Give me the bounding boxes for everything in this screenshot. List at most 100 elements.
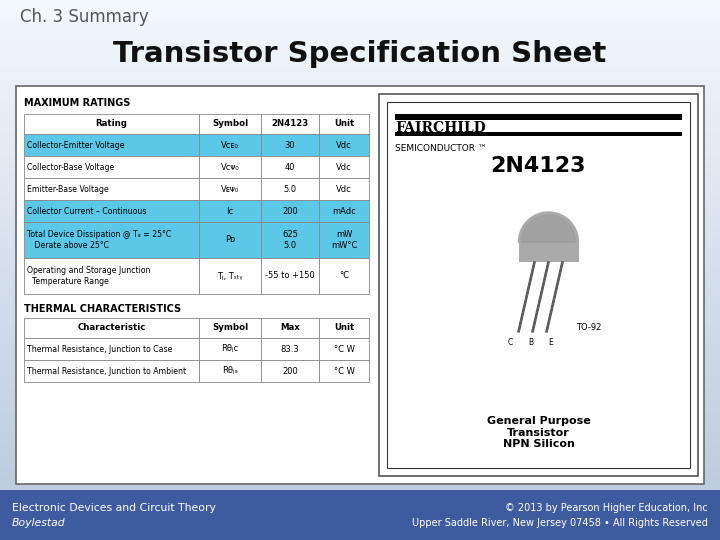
Bar [261,360,319,382]
Bar [0,518,720,521]
Bar [0,102,720,105]
Bar [0,134,720,138]
Bar [0,18,720,22]
Bar [24,114,199,134]
Bar [0,490,720,540]
Text: Thermal Resistance, Junction to Ambient: Thermal Resistance, Junction to Ambient [27,367,186,375]
Bar [0,272,720,275]
Bar [0,256,720,259]
Bar [0,348,720,351]
Bar [0,2,720,5]
Bar [0,502,720,505]
Bar [0,340,720,343]
Bar [0,361,720,365]
Bar [0,386,720,389]
Bar [0,434,720,437]
Bar [0,499,720,502]
Bar [0,332,720,335]
Bar [0,278,720,281]
Bar [395,132,682,136]
Bar [16,86,704,484]
Text: Symbol: Symbol [212,119,248,129]
Bar [0,64,720,68]
Bar [24,258,199,294]
Bar [0,124,720,127]
Bar [0,364,720,367]
Text: Operating and Storage Junction
  Temperature Range: Operating and Storage Junction Temperatu… [27,266,150,286]
Bar [0,380,720,383]
Bar [319,134,369,156]
Bar [0,197,720,200]
Bar [261,318,319,338]
Bar [0,167,720,170]
Bar [0,253,720,256]
Bar [0,321,720,324]
Bar [0,440,720,443]
Bar [261,200,319,222]
Bar [0,313,720,316]
Bar [24,360,199,382]
Text: 83.3: 83.3 [281,345,300,354]
Bar [0,413,720,416]
Text: Rθⱼᴄ: Rθⱼᴄ [222,345,238,354]
Bar [0,153,720,157]
Bar [0,178,720,181]
Bar [0,302,720,305]
Bar [0,342,720,346]
Bar [379,94,698,476]
Bar [319,338,369,360]
Bar [199,200,261,222]
Bar [0,213,720,216]
Bar [199,222,261,258]
Text: Emitter-Base Voltage: Emitter-Base Voltage [27,185,109,193]
Bar [0,521,720,524]
Bar [0,75,720,78]
Bar [0,418,720,421]
Bar [319,114,369,134]
Bar [0,56,720,59]
Bar [199,134,261,156]
Text: SEMICONDUCTOR ™: SEMICONDUCTOR ™ [395,144,487,153]
Bar [0,299,720,302]
Bar [0,188,720,192]
Bar [0,523,720,526]
Text: 200: 200 [282,206,298,215]
Bar [0,170,720,173]
Bar [0,526,720,529]
Bar [0,383,720,386]
Bar [199,360,261,382]
Bar [0,305,720,308]
Text: C: C [508,338,513,347]
Bar [0,40,720,43]
Bar [0,245,720,248]
Bar [199,178,261,200]
Bar [0,16,720,19]
Bar [0,323,720,327]
Bar [0,221,720,224]
Bar [0,475,720,478]
Bar [0,78,720,81]
Bar [0,507,720,510]
Bar [0,491,720,494]
Text: Vdc: Vdc [336,140,352,150]
Text: 5.0: 5.0 [284,185,297,193]
Text: Symbol: Symbol [212,323,248,333]
Text: Collector-Base Voltage: Collector-Base Voltage [27,163,114,172]
Bar [0,10,720,14]
Bar [0,394,720,397]
Bar [0,207,720,211]
Text: Vᴇᴪ₀: Vᴇᴪ₀ [221,185,239,193]
Bar [0,458,720,462]
Text: Upper Saddle River, New Jersey 07458 • All Rights Reserved: Upper Saddle River, New Jersey 07458 • A… [412,518,708,528]
Text: Total Device Dissipation @ Tₐ = 25°C
   Derate above 25°C: Total Device Dissipation @ Tₐ = 25°C Der… [27,230,171,249]
Bar [199,156,261,178]
Bar [0,494,720,497]
Bar [0,113,720,116]
Bar [0,164,720,167]
Bar [319,222,369,258]
Bar [0,205,720,208]
Bar [0,148,720,151]
Text: TO-92: TO-92 [577,322,602,332]
Bar [0,156,720,159]
Text: E: E [548,338,553,347]
